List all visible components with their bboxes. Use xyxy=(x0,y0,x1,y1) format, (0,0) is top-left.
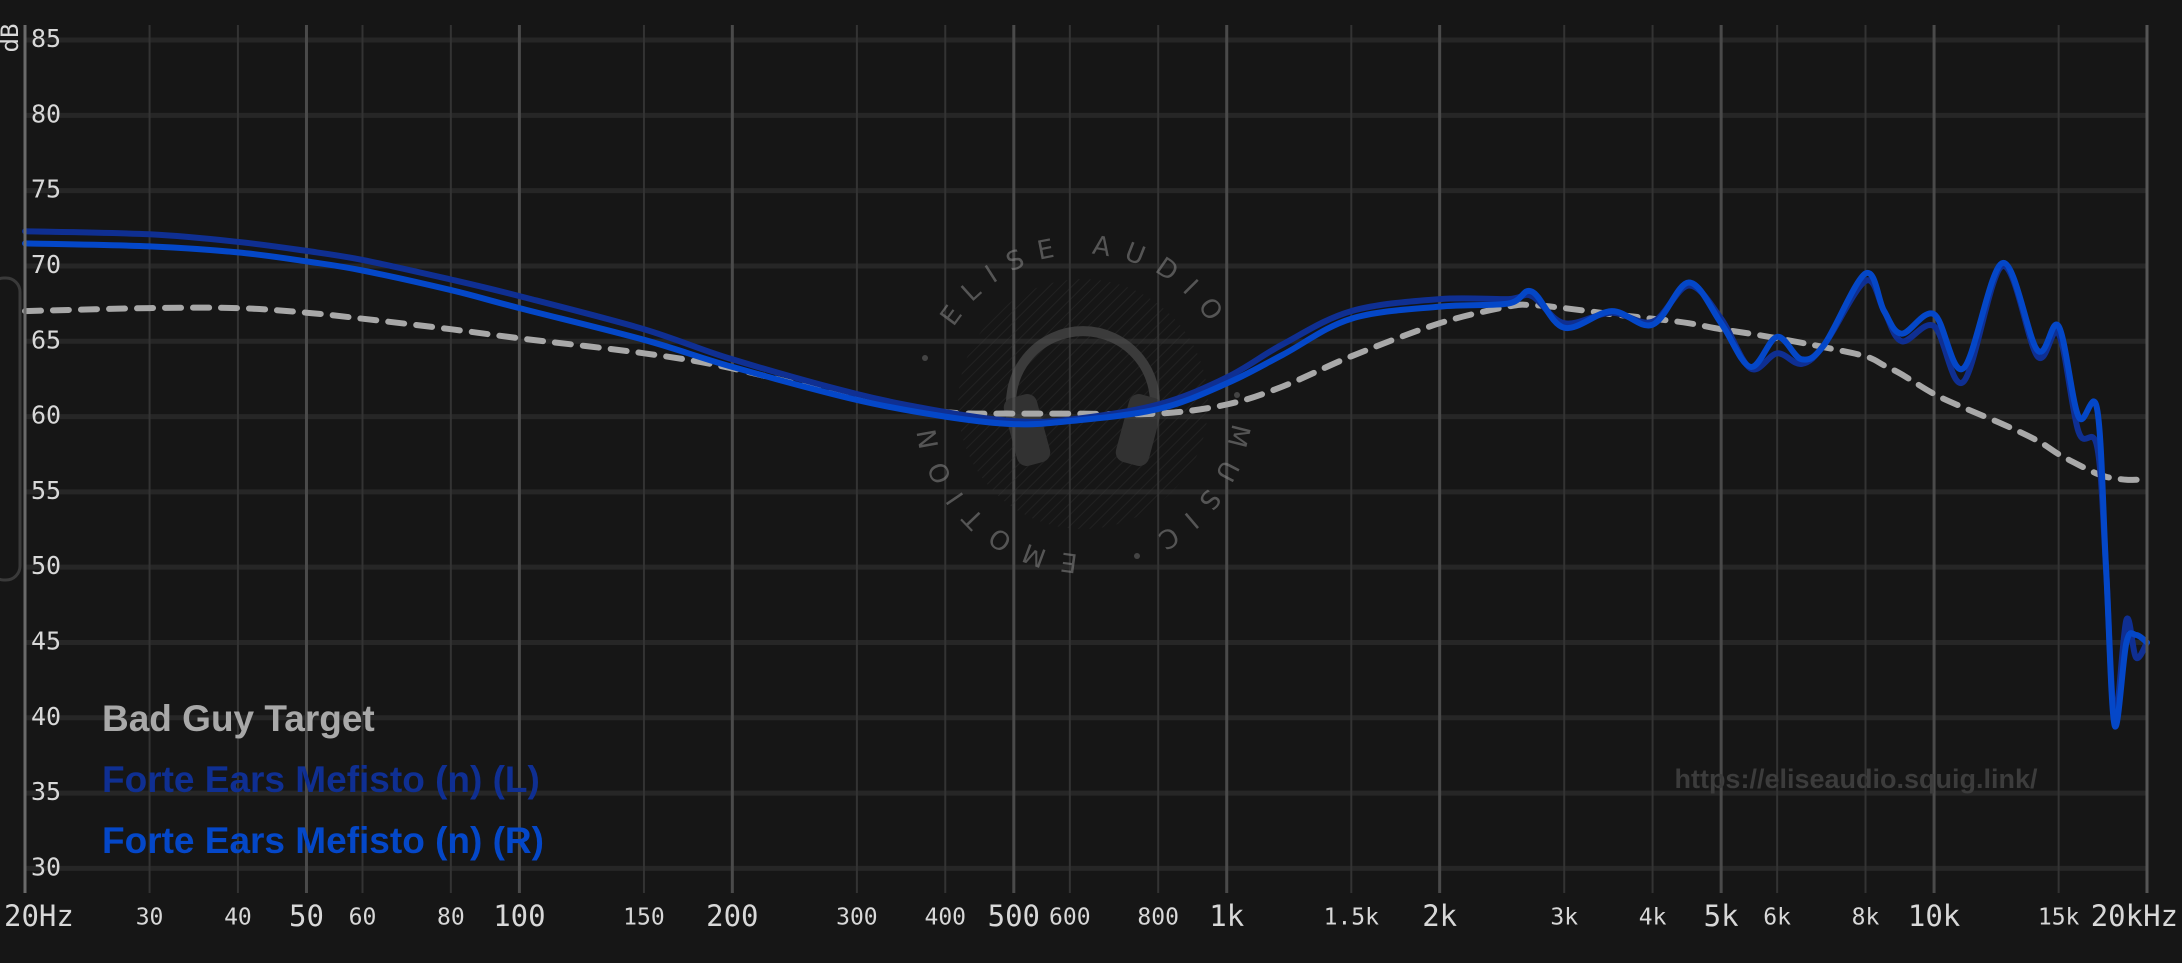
y-tick-label: 40 xyxy=(31,702,61,731)
x-tick-label: 800 xyxy=(1137,905,1179,931)
x-tick-label: 5k xyxy=(1704,899,1739,933)
legend-entry: Forte Ears Mefisto (n) (L) xyxy=(102,759,540,800)
y-tick-label: 55 xyxy=(31,476,61,505)
x-tick-label: 300 xyxy=(836,905,878,931)
watermark-dot xyxy=(1134,553,1140,559)
legend-entry: Bad Guy Target xyxy=(102,698,375,739)
watermark-dot xyxy=(922,355,928,361)
x-tick-label: 50 xyxy=(289,899,324,933)
x-tick-label: 20Hz xyxy=(4,899,74,933)
x-tick-label: 8k xyxy=(1852,905,1880,931)
watermark-headband xyxy=(1006,326,1160,422)
url: https://eliseaudio.squig.link/ xyxy=(1674,764,2038,794)
y-tick-label: 75 xyxy=(31,175,61,204)
x-tick-label: 20kHz xyxy=(2091,899,2178,933)
x-tick-label: 100 xyxy=(493,899,545,933)
y-tick-label: 60 xyxy=(31,401,61,430)
side-handle xyxy=(0,276,22,582)
x-tick-label: 2k xyxy=(1422,899,1457,933)
legend: Bad Guy Target Forte Ears Mefisto (n) (L)… xyxy=(102,698,544,861)
x-tick-label: 1.5k xyxy=(1324,905,1380,931)
legend-entry: Forte Ears Mefisto (n) (R) xyxy=(102,820,544,861)
y-tick-label: 65 xyxy=(31,325,61,354)
lines xyxy=(22,228,2150,730)
x-tick-label: 500 xyxy=(988,899,1040,933)
y-tick-label: 70 xyxy=(31,250,61,279)
x-tick-label: 600 xyxy=(1049,905,1091,931)
y-tick-label: 35 xyxy=(31,777,61,806)
y-tick-label: 45 xyxy=(31,626,61,655)
x-tick-label: 3k xyxy=(1550,905,1578,931)
y-tick-label: 80 xyxy=(31,99,61,128)
x-tick-label: 200 xyxy=(706,899,758,933)
x-tick-label: 60 xyxy=(349,905,377,931)
x-tick-label: 400 xyxy=(924,905,966,931)
x-tick-label: 40 xyxy=(224,905,252,931)
y-tick-label: 50 xyxy=(31,551,61,580)
x-tick-label: 4k xyxy=(1639,905,1667,931)
x-tick-label: 6k xyxy=(1763,905,1791,931)
watermark-disc xyxy=(958,279,1208,529)
x-tick-label: 150 xyxy=(623,905,665,931)
x-tick-label: 30 xyxy=(136,905,164,931)
series-line xyxy=(22,301,2150,483)
x-tick-label: 10k xyxy=(1908,899,1961,933)
watermark-dot xyxy=(1234,392,1240,398)
x-tick-label: 1k xyxy=(1209,899,1244,933)
y-axis-label: dB xyxy=(0,24,24,53)
series-line xyxy=(22,240,2150,730)
x-tick-label: 15k xyxy=(2038,905,2080,931)
y-tick-label: 85 xyxy=(31,24,61,53)
y-tick-label: 30 xyxy=(31,852,61,881)
x-tick-label: 80 xyxy=(437,905,465,931)
